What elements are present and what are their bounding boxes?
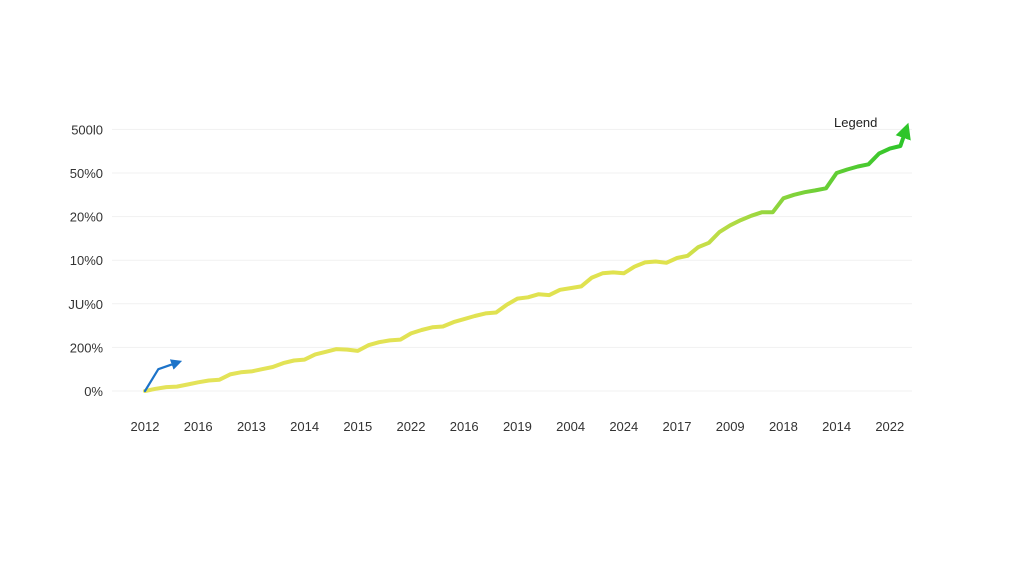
y-axis: 0% 200% JU%0 10%0 20%0 50%0 500l0: [68, 122, 103, 399]
x-tick-label: 2004: [556, 419, 585, 434]
x-axis: 2012 2016 2013 2014 2015 2022 2016 2019 2004 2024…: [131, 419, 905, 434]
y-tick-label: 200%: [70, 340, 104, 355]
y-tick-label: JU%0: [68, 297, 103, 312]
x-tick-label: 2013: [237, 419, 266, 434]
legend-label: Legend: [834, 115, 877, 130]
x-tick-label: 2014: [290, 419, 319, 434]
x-tick-label: 2015: [343, 419, 372, 434]
x-tick-label: 2017: [663, 419, 692, 434]
x-tick-label: 2009: [716, 419, 745, 434]
series-line-secondary: [143, 359, 183, 393]
x-tick-label: 2024: [609, 419, 638, 434]
x-tick-label: 2016: [450, 419, 479, 434]
grid-lines: [112, 128, 912, 392]
y-tick-label: 0%: [84, 384, 103, 399]
y-tick-label: 500l0: [71, 122, 103, 137]
series-line-main: [143, 122, 911, 393]
x-tick-label: 2022: [875, 419, 904, 434]
x-tick-label: 2019: [503, 419, 532, 434]
y-tick-label: 20%0: [70, 210, 103, 225]
y-tick-label: 50%0: [70, 166, 103, 181]
x-tick-label: 2016: [184, 419, 213, 434]
x-tick-label: 2014: [822, 419, 851, 434]
x-tick-label: 2022: [397, 419, 426, 434]
x-tick-label: 2018: [769, 419, 798, 434]
x-tick-label: 2012: [131, 419, 160, 434]
series-layer: [143, 122, 911, 393]
y-tick-label: 10%0: [70, 253, 103, 268]
